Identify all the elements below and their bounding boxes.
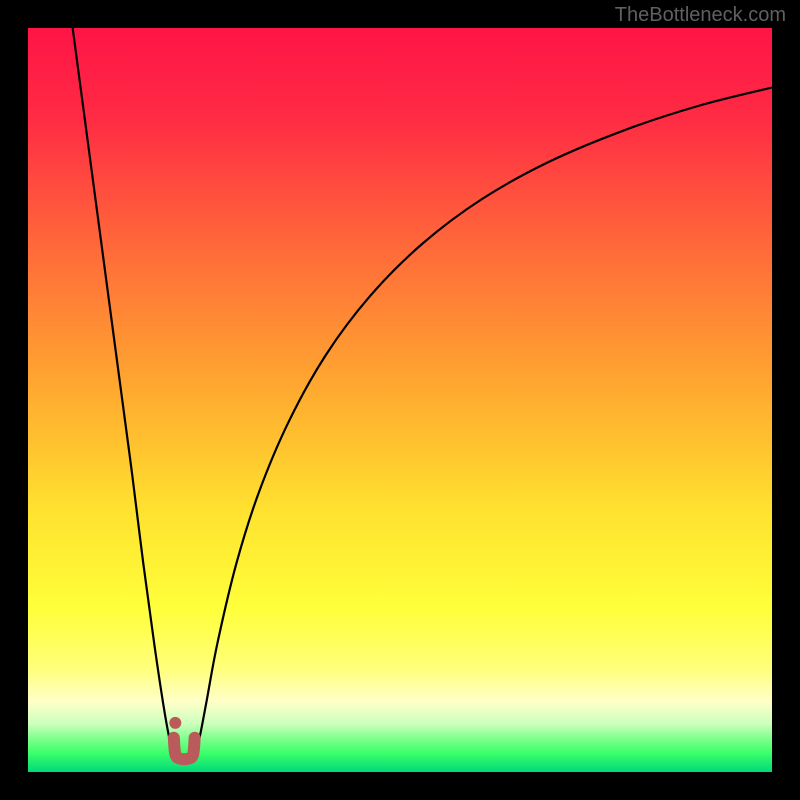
- frame-right: [772, 0, 800, 800]
- watermark-text: TheBottleneck.com: [615, 4, 786, 27]
- frame-bottom: [0, 772, 800, 800]
- gradient-background: [28, 28, 772, 772]
- chart-svg: [28, 28, 772, 772]
- optimal-point-dot: [169, 717, 181, 729]
- bottleneck-chart: [28, 28, 772, 772]
- frame-left: [0, 0, 28, 800]
